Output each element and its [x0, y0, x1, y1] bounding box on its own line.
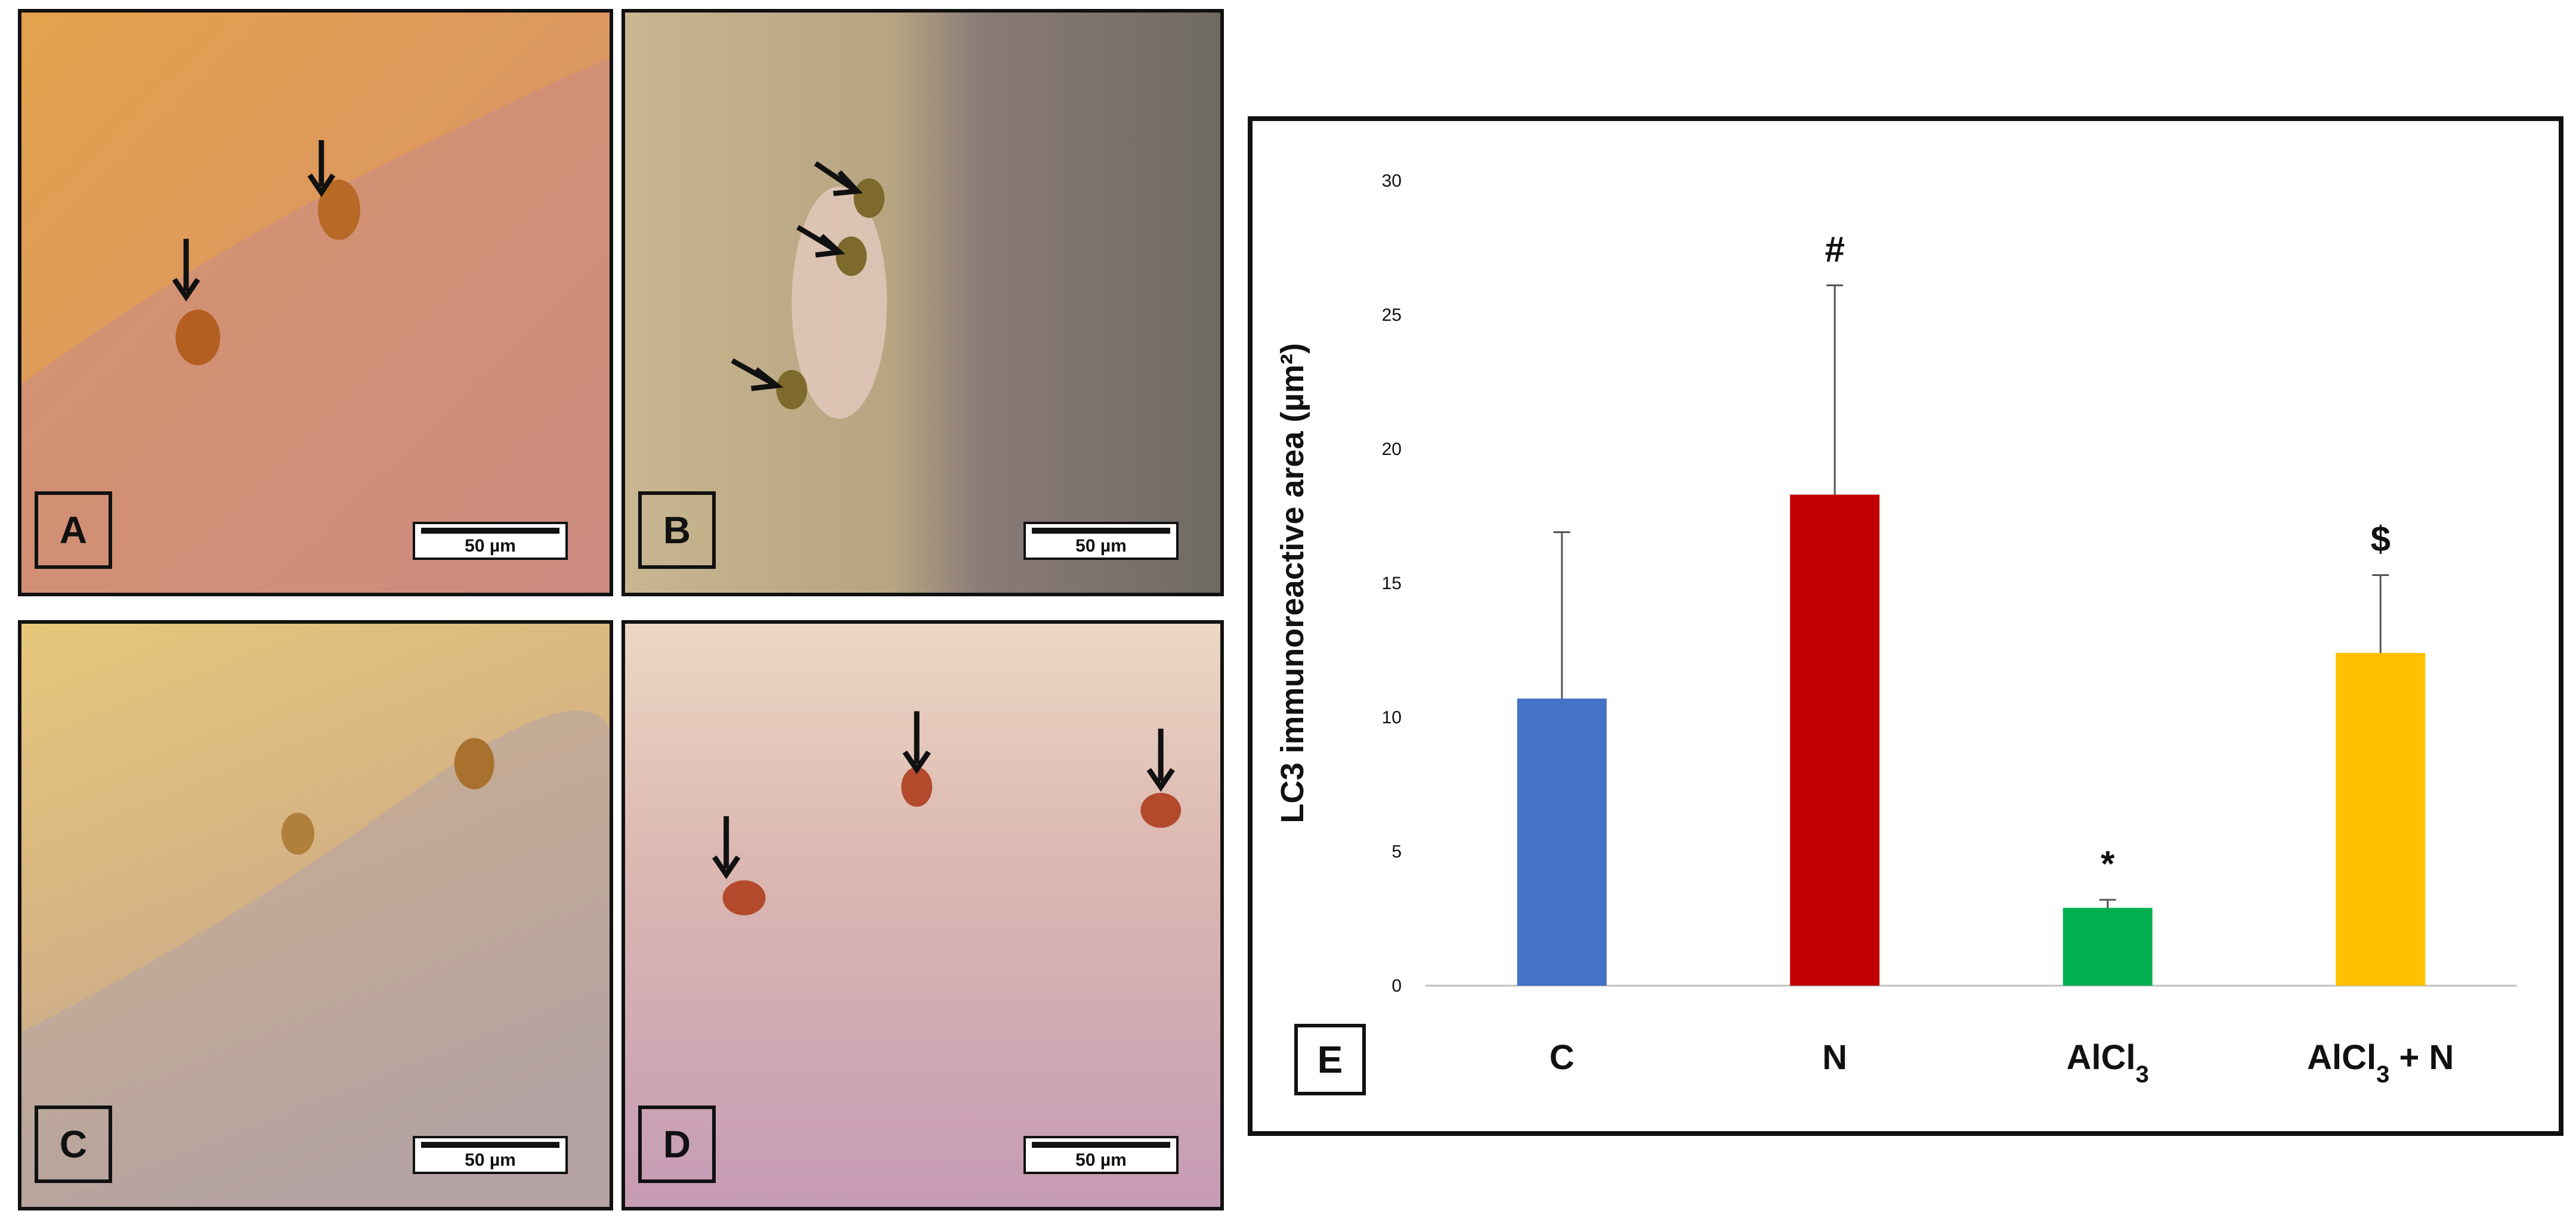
panel-letter: A [35, 491, 112, 569]
neuron-cell [853, 178, 885, 218]
x-tick-label: AlCl3 [2067, 1038, 2149, 1088]
significance-label: $ [2371, 519, 2391, 559]
micrograph-panel-d: D 50 µm [621, 620, 1224, 1210]
y-axis-label: LC3 immunoreactive area (µm²) [1275, 343, 1310, 823]
arrow-icon [172, 239, 200, 302]
panel-letter: D [638, 1106, 716, 1183]
bar [2062, 908, 2153, 986]
bar [1517, 698, 1607, 986]
neuron-cell [1140, 792, 1182, 828]
scale-bar: 50 µm [413, 522, 568, 560]
neuron-cell [175, 309, 221, 366]
arrow-icon [796, 225, 846, 258]
arrow-icon [731, 358, 784, 391]
y-tick-label: 10 [1382, 708, 1402, 727]
neuron-cell [317, 179, 360, 240]
scale-bar: 50 µm [1023, 522, 1179, 560]
scale-label: 50 µm [1075, 1150, 1127, 1170]
arrow-icon [307, 140, 336, 197]
scale-label: 50 µm [465, 536, 516, 556]
neuron-cell [722, 880, 766, 915]
scale-label: 50 µm [1075, 536, 1127, 556]
tissue-image-a [21, 13, 610, 593]
arrow-icon [1146, 729, 1175, 792]
scale-bar: 50 µm [413, 1136, 568, 1174]
bar-chart-panel: 0 5 10 15 20 25 30 LC3 immunoreactive area (µm²… [1248, 116, 2563, 1136]
arrow-icon [814, 161, 863, 196]
arrow-icon [712, 816, 741, 880]
bar [1790, 494, 1880, 986]
scale-label: 50 µm [465, 1150, 516, 1170]
y-tick-label: 25 [1382, 305, 1402, 325]
micrograph-panel-b: B 50 µm [621, 9, 1224, 596]
significance-label: * [2101, 844, 2115, 884]
panel-letter: C [35, 1106, 112, 1183]
tissue-image-d [625, 624, 1220, 1207]
x-tick-label: C [1550, 1038, 1575, 1077]
panel-letter: E [1294, 1024, 1366, 1095]
tissue-image-c [21, 624, 610, 1207]
significance-label: # [1825, 230, 1845, 270]
panel-letter: B [638, 491, 716, 569]
neuron-cell [776, 370, 808, 410]
micrograph-panel-c: C 50 µm [18, 620, 613, 1210]
neuron-cell [281, 812, 315, 855]
arrow-icon [902, 711, 931, 775]
bar-chart: 0 5 10 15 20 25 30 LC3 immunoreactive area (µm²… [1275, 171, 2517, 1088]
y-tick-label: 5 [1391, 842, 1402, 862]
y-tick-label: 15 [1382, 574, 1402, 593]
neuron-cell [836, 236, 867, 276]
neuron-cell [454, 738, 494, 789]
tissue-image-b [625, 13, 1220, 593]
y-tick-label: 30 [1382, 171, 1402, 191]
micrograph-panel-a: A 50 µm [18, 9, 613, 596]
y-tick-label: 20 [1382, 439, 1402, 459]
neuron-cell [901, 767, 932, 807]
scale-bar: 50 µm [1023, 1136, 1179, 1174]
x-tick-label: AlCl3 + N [2307, 1038, 2454, 1088]
y-tick-label: 0 [1391, 976, 1402, 996]
bar [2336, 653, 2426, 986]
x-tick-label: N [1822, 1038, 1847, 1077]
